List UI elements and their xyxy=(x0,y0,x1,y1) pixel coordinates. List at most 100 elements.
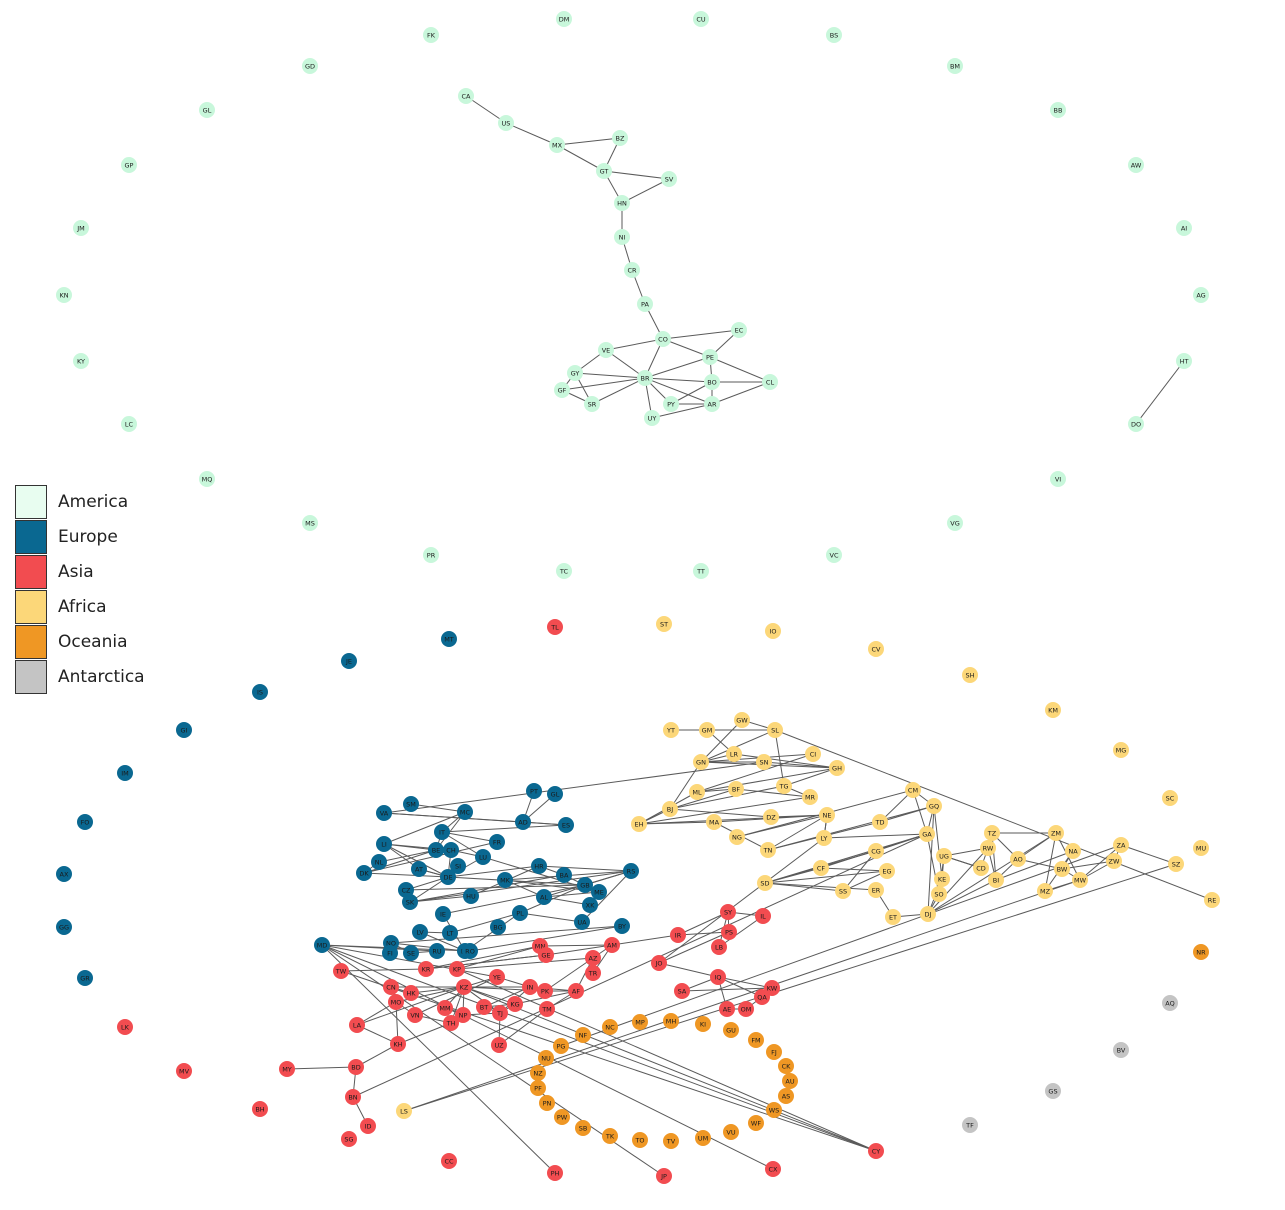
node-circle xyxy=(765,623,781,639)
node-circle xyxy=(885,909,901,925)
node-label: BE xyxy=(432,847,441,855)
node-label: RO xyxy=(465,948,475,956)
graph-edge xyxy=(774,729,785,787)
graph-edge xyxy=(783,767,838,787)
legend-item-asia: Asia xyxy=(15,554,145,589)
node-circle xyxy=(515,814,531,830)
node-label: FI xyxy=(387,950,393,958)
node-circle xyxy=(695,1130,711,1146)
node-label: VN xyxy=(410,1012,419,1020)
node-ie: IE xyxy=(435,906,451,922)
node-bd: BD xyxy=(348,1059,364,1075)
node-label: RE xyxy=(1208,897,1217,905)
node-label: KI xyxy=(700,1021,706,1029)
node-lr: LR xyxy=(726,746,742,762)
graph-edge xyxy=(764,882,877,891)
node-label: LB xyxy=(715,944,723,952)
node-label: GL xyxy=(203,107,212,115)
node-qa: QA xyxy=(754,989,770,1005)
node-label: GY xyxy=(571,370,580,378)
node-circle xyxy=(491,1037,507,1053)
node-circle xyxy=(757,875,773,891)
node-circle xyxy=(449,961,465,977)
node-label: HT xyxy=(1180,358,1189,366)
node-sl: SL xyxy=(767,722,783,738)
node-circle xyxy=(614,195,630,211)
node-br: BR xyxy=(637,370,653,386)
graph-edge xyxy=(519,912,583,923)
graph-edge xyxy=(733,753,838,769)
node-circle xyxy=(450,858,466,874)
node-as: AS xyxy=(778,1088,794,1104)
node-cy: CY xyxy=(868,1143,884,1159)
node-mk: MK xyxy=(497,872,513,888)
node-label: AM xyxy=(607,942,617,950)
node-label: IE xyxy=(440,911,446,919)
node-mr: MR xyxy=(802,789,818,805)
graph-edge xyxy=(644,356,711,379)
node-circle xyxy=(388,994,404,1010)
node-circle xyxy=(651,955,667,971)
node-circle xyxy=(489,834,505,850)
node-label: BV xyxy=(1117,1047,1126,1055)
node-py: PY xyxy=(663,396,679,412)
node-bi: BI xyxy=(988,872,1004,888)
graph-edge xyxy=(538,865,632,872)
node-so: SO xyxy=(931,886,947,902)
node-circle xyxy=(614,918,630,934)
node-tw: TW xyxy=(333,963,349,979)
node-circle xyxy=(760,842,776,858)
node-label: SV xyxy=(665,176,674,184)
node-cr: CR xyxy=(624,262,640,278)
node-label: SH xyxy=(965,672,974,680)
node-label: CL xyxy=(766,379,775,387)
node-iq: IQ xyxy=(710,969,726,985)
node-circle xyxy=(765,1161,781,1177)
node-label: XK xyxy=(586,902,595,910)
node-sn: SN xyxy=(756,754,772,770)
node-mt: MT xyxy=(441,631,457,647)
node-mu: MU xyxy=(1193,840,1209,856)
node-label: CX xyxy=(769,1166,779,1174)
graph-edge xyxy=(764,882,844,892)
graph-edge xyxy=(483,986,531,1008)
node-circle xyxy=(547,1165,563,1181)
node-circle xyxy=(868,882,884,898)
graph-edge xyxy=(356,986,465,1026)
node-label: BR xyxy=(641,375,650,383)
node-circle xyxy=(719,1001,735,1017)
node-au: AU xyxy=(782,1073,798,1089)
node-circle xyxy=(1065,843,1081,859)
node-ls: LS xyxy=(396,1103,412,1119)
node-am: AM xyxy=(604,937,620,953)
node-label: CD xyxy=(976,865,986,873)
node-circle xyxy=(412,924,428,940)
node-ly: LY xyxy=(816,830,832,846)
node-circle xyxy=(252,1101,268,1117)
node-gt: GT xyxy=(596,163,612,179)
legend-label: Asia xyxy=(58,561,94,582)
node-circle xyxy=(748,1032,764,1048)
node-label: AI xyxy=(1181,225,1187,233)
node-circle xyxy=(302,58,318,74)
node-circle xyxy=(441,1153,457,1169)
node-circle xyxy=(656,616,672,632)
graph-edge xyxy=(410,986,465,994)
node-ph: PH xyxy=(547,1165,563,1181)
node-label: LS xyxy=(400,1108,408,1116)
node-label: ZA xyxy=(1117,842,1126,850)
node-circle xyxy=(73,353,89,369)
node-label: FK xyxy=(427,32,436,40)
node-label: BB xyxy=(1054,107,1063,115)
node-label: SE xyxy=(407,950,415,958)
graph-edge xyxy=(383,811,466,845)
node-label: IR xyxy=(675,932,682,940)
node-circle xyxy=(778,1058,794,1074)
node-lc: LC xyxy=(121,416,137,432)
graph-edge xyxy=(735,788,811,798)
graph-edge xyxy=(543,891,600,898)
node-circle xyxy=(77,814,93,830)
graph-edge xyxy=(603,170,670,180)
node-sb: SB xyxy=(575,1120,591,1136)
node-mq: MQ xyxy=(199,471,215,487)
